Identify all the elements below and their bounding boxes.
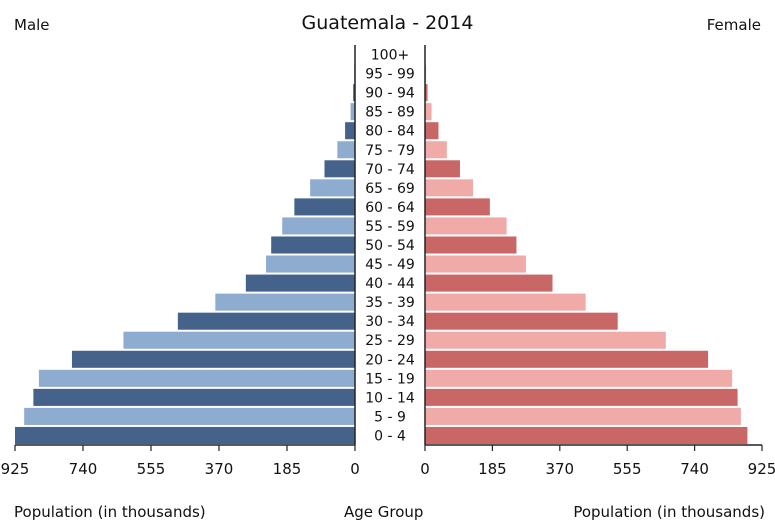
female-bar: [425, 293, 586, 311]
female-bar: [425, 198, 490, 216]
male-bar: [345, 122, 355, 140]
male-bar: [38, 369, 355, 387]
x-axis-label-left: Population (in thousands): [14, 503, 206, 521]
female-bar: [425, 274, 553, 292]
female-bar: [425, 103, 432, 121]
male-bar: [177, 312, 355, 330]
male-bar: [123, 331, 355, 349]
x-tick-label: 740: [680, 460, 709, 478]
age-group-label: 30 - 34: [365, 314, 415, 330]
age-group-label: 40 - 44: [365, 276, 415, 292]
x-tick-label: 185: [273, 460, 302, 478]
x-tick-label: 555: [137, 460, 166, 478]
female-bar: [425, 426, 748, 444]
age-group-label: 80 - 84: [365, 124, 415, 140]
age-group-label: 100+: [371, 48, 409, 64]
x-axis-label-right: Population (in thousands): [573, 503, 765, 521]
age-group-label: 5 - 9: [374, 409, 406, 425]
male-bar: [215, 293, 355, 311]
age-group-label: 50 - 54: [365, 238, 415, 254]
male-bar: [324, 160, 355, 178]
x-axis-label-center: Age Group: [344, 503, 424, 521]
x-tick-label: 555: [613, 460, 642, 478]
age-group-label: 25 - 29: [365, 333, 415, 349]
male-bar: [33, 388, 355, 406]
female-bar: [425, 179, 474, 197]
chart-title: Guatemala - 2014: [301, 12, 474, 34]
age-group-label: 90 - 94: [365, 86, 415, 102]
male-bar: [266, 255, 355, 273]
female-bar: [425, 122, 439, 140]
male-bar: [294, 198, 355, 216]
female-bar: [425, 331, 666, 349]
female-bar: [425, 141, 447, 159]
x-tick-label: 740: [69, 460, 98, 478]
male-bar: [24, 407, 356, 425]
male-bar: [282, 217, 355, 235]
age-group-label: 75 - 79: [365, 143, 415, 159]
age-group-label: 15 - 19: [365, 371, 415, 387]
age-group-label: 35 - 39: [365, 295, 415, 311]
male-bar: [310, 179, 355, 197]
age-group-label: 70 - 74: [365, 162, 415, 178]
female-bar: [425, 217, 507, 235]
x-tick-label: 185: [478, 460, 507, 478]
female-bar: [425, 407, 741, 425]
male-bar: [353, 84, 355, 102]
x-tick-label: 0: [350, 460, 360, 478]
age-group-label: 60 - 64: [365, 200, 415, 216]
female-bar: [425, 84, 428, 102]
female-label: Female: [706, 16, 761, 34]
female-bar: [425, 236, 517, 254]
female-bar: [425, 388, 738, 406]
x-tick-label: 0: [420, 460, 430, 478]
male-bar: [15, 426, 355, 444]
age-group-label: 20 - 24: [365, 352, 415, 368]
female-bar: [425, 369, 733, 387]
age-group-label: 85 - 89: [365, 105, 415, 121]
x-tick-label: 925: [748, 460, 775, 478]
x-tick-label: 925: [1, 460, 30, 478]
x-tick-label: 370: [205, 460, 234, 478]
age-group-label: 55 - 59: [365, 219, 415, 235]
age-group-label: 65 - 69: [365, 181, 415, 197]
age-group-label: 95 - 99: [365, 67, 415, 83]
male-bar: [71, 350, 356, 368]
age-group-label: 10 - 14: [365, 390, 415, 406]
age-group-label: 0 - 4: [374, 428, 406, 444]
age-group-label: 45 - 49: [365, 257, 415, 273]
female-bar: [425, 350, 709, 368]
male-bar: [245, 274, 355, 292]
male-bar: [271, 236, 355, 254]
female-bar: [425, 255, 526, 273]
x-tick-label: 370: [545, 460, 574, 478]
male-label: Male: [14, 16, 50, 34]
female-bar: [425, 160, 460, 178]
male-bar: [350, 103, 355, 121]
male-bar: [337, 141, 355, 159]
female-bar: [425, 312, 618, 330]
